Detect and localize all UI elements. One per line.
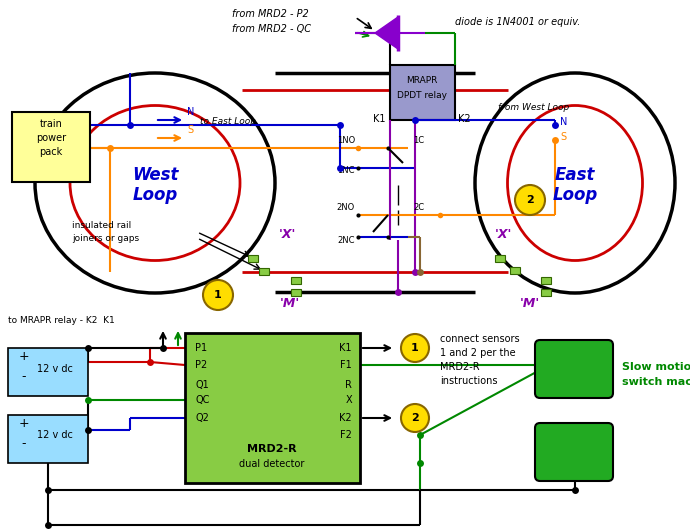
Text: from MRD2 - QC: from MRD2 - QC — [232, 24, 311, 34]
Text: K2: K2 — [339, 413, 352, 423]
Text: East: East — [555, 166, 595, 184]
Text: Q2: Q2 — [195, 413, 209, 423]
Text: to East Loop: to East Loop — [200, 117, 256, 126]
Text: dual detector: dual detector — [239, 459, 305, 469]
Polygon shape — [375, 17, 398, 49]
Text: P1: P1 — [195, 343, 207, 353]
Text: diode is 1N4001 or equiv.: diode is 1N4001 or equiv. — [455, 17, 580, 27]
Circle shape — [203, 280, 233, 310]
Text: MRAPR: MRAPR — [406, 76, 437, 85]
Bar — [8, 348, 88, 396]
Text: pack: pack — [39, 147, 63, 157]
Text: -: - — [22, 370, 26, 383]
Text: 12 v dc: 12 v dc — [37, 430, 73, 440]
Text: +: + — [19, 417, 29, 430]
Text: 'X': 'X' — [494, 228, 512, 241]
Text: K2: K2 — [458, 114, 471, 124]
Text: 1 and 2 per the: 1 and 2 per the — [440, 348, 515, 358]
Text: connect sensors: connect sensors — [440, 334, 520, 344]
Text: 2: 2 — [526, 195, 534, 205]
Bar — [291, 289, 301, 296]
Text: 2NC: 2NC — [337, 236, 355, 245]
Bar — [495, 255, 505, 262]
Bar — [291, 277, 301, 284]
Bar — [541, 289, 551, 296]
Text: 1: 1 — [411, 343, 419, 353]
Text: 1: 1 — [214, 290, 222, 300]
Text: S: S — [560, 132, 566, 142]
Text: 1C: 1C — [413, 136, 424, 145]
Text: K1: K1 — [339, 343, 352, 353]
Text: DPDT relay: DPDT relay — [397, 91, 447, 100]
Text: S: S — [187, 125, 193, 135]
Bar — [259, 268, 269, 275]
Text: N: N — [560, 117, 567, 127]
Text: Loop: Loop — [553, 186, 598, 204]
Text: 2C: 2C — [413, 203, 424, 212]
Text: R: R — [345, 380, 352, 390]
Text: 'M': 'M' — [520, 297, 540, 310]
Bar — [248, 255, 258, 262]
Bar — [390, 65, 455, 120]
Text: X: X — [346, 395, 352, 405]
Text: 'M': 'M' — [280, 297, 300, 310]
Text: insulated rail: insulated rail — [72, 221, 131, 230]
Text: -: - — [22, 437, 26, 450]
Text: train: train — [39, 119, 62, 129]
Text: switch machines: switch machines — [622, 377, 690, 387]
Bar — [510, 267, 520, 274]
FancyBboxPatch shape — [535, 340, 613, 398]
Text: from West Loop: from West Loop — [498, 103, 569, 112]
Text: F2: F2 — [340, 430, 352, 440]
Text: MRD2-R: MRD2-R — [247, 444, 297, 454]
Text: joiners or gaps: joiners or gaps — [72, 234, 139, 243]
Text: 1NC: 1NC — [337, 166, 355, 175]
Text: West: West — [132, 166, 178, 184]
Text: instructions: instructions — [440, 376, 497, 386]
Text: QC: QC — [195, 395, 209, 405]
Text: F1: F1 — [340, 360, 352, 370]
Bar — [185, 333, 360, 483]
Text: power: power — [36, 133, 66, 143]
Text: Loop: Loop — [132, 186, 177, 204]
Text: 12 v dc: 12 v dc — [37, 364, 73, 374]
Bar — [541, 277, 551, 284]
Text: to MRAPR relay - K2  K1: to MRAPR relay - K2 K1 — [8, 316, 115, 325]
Text: Slow motion: Slow motion — [622, 362, 690, 372]
FancyBboxPatch shape — [535, 423, 613, 481]
Text: 1NO: 1NO — [337, 136, 355, 145]
Text: 2NO: 2NO — [337, 203, 355, 212]
Circle shape — [401, 404, 429, 432]
Bar — [12, 112, 90, 182]
Text: N: N — [187, 107, 195, 117]
Circle shape — [401, 334, 429, 362]
Text: K1: K1 — [373, 114, 385, 124]
Text: 2: 2 — [411, 413, 419, 423]
Text: Q1: Q1 — [195, 380, 209, 390]
Text: 'X': 'X' — [278, 228, 296, 241]
Text: +: + — [19, 350, 29, 363]
Text: from MRD2 - P2: from MRD2 - P2 — [232, 9, 308, 19]
Text: MRD2-R: MRD2-R — [440, 362, 480, 372]
Circle shape — [515, 185, 545, 215]
Bar — [8, 415, 88, 463]
Text: P2: P2 — [195, 360, 207, 370]
